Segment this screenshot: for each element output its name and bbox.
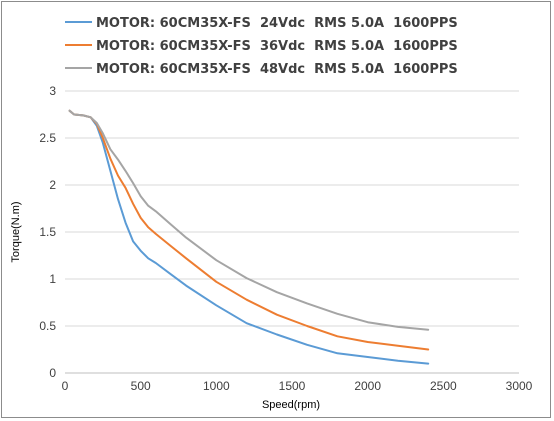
series-lines: [68, 109, 430, 365]
y-tick-label: 1.5: [39, 225, 56, 239]
x-axis-label: Speed(rpm): [262, 399, 320, 411]
legend-label: MOTOR: 60CM35X-FS 48Vdc RMS 5.0A 1600PPS: [96, 62, 458, 77]
y-tick-label: 1: [49, 272, 56, 286]
x-tick-label: 3000: [506, 379, 533, 393]
y-tick-label: 2: [49, 178, 56, 192]
x-tick-label: 2000: [354, 379, 381, 393]
legend: MOTOR: 60CM35X-FS 24Vdc RMS 5.0A 1600PPS…: [65, 16, 458, 77]
x-tick-label: 0: [62, 379, 69, 393]
y-tick-label: 2.5: [39, 131, 56, 145]
x-tick-label: 1500: [279, 379, 306, 393]
x-tick-labels: 0 500 1000 1500 2000 2500 3000: [62, 379, 533, 393]
x-tick-label: 2500: [430, 379, 457, 393]
series-line-2: [68, 109, 430, 351]
legend-label: MOTOR: 60CM35X-FS 24Vdc RMS 5.0A 1600PPS: [96, 16, 458, 31]
y-tick-labels: 0 0.5 1 1.5 2 2.5 3: [39, 84, 56, 380]
y-axis-label: Torque(N.m): [10, 201, 22, 262]
y-tick-label: 0: [49, 366, 56, 380]
y-tick-label: 3: [49, 84, 56, 98]
series-line-3: [68, 109, 430, 331]
x-tick-label: 1000: [203, 379, 230, 393]
x-tick-label: 500: [131, 379, 151, 393]
legend-label: MOTOR: 60CM35X-FS 36Vdc RMS 5.0A 1600PPS: [96, 39, 458, 54]
y-tick-label: 0.5: [39, 319, 56, 333]
gridlines: [65, 90, 519, 374]
